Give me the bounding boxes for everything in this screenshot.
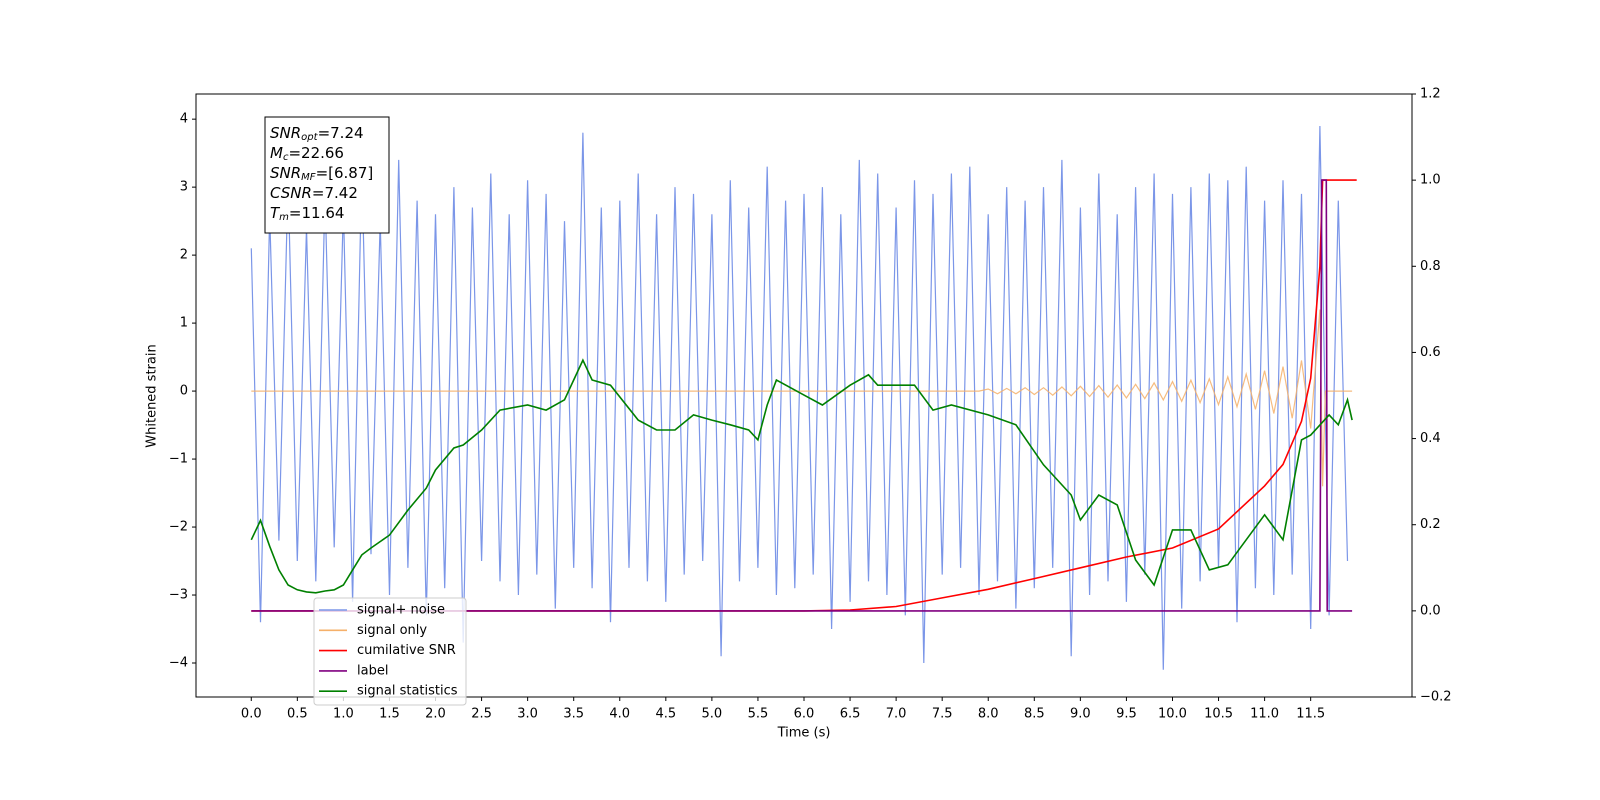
x-tick-label: 8.0: [978, 707, 999, 722]
x-tick-label: 10.0: [1158, 707, 1187, 722]
x-tick-label: 6.5: [840, 707, 861, 722]
x-tick-label: 2.0: [425, 707, 446, 722]
y2-tick-label: 0.6: [1420, 345, 1441, 360]
y2-tick-label: −0.2: [1420, 690, 1452, 705]
x-tick-label: 11.5: [1296, 707, 1325, 722]
legend-label: cumilative SNR: [357, 643, 456, 658]
legend-label: signal statistics: [357, 684, 458, 699]
x-tick-label: 4.0: [609, 707, 630, 722]
y2-tick-label: 0.8: [1420, 259, 1441, 274]
x-tick-label: 5.5: [748, 707, 769, 722]
y2-tick-label: 0.0: [1420, 603, 1441, 618]
x-tick-label: 5.0: [702, 707, 723, 722]
annotation-sub: c: [283, 152, 289, 163]
y-axis-label: Whitened strain: [145, 344, 160, 447]
x-tick-label: 7.5: [932, 707, 953, 722]
y-tick-label: 1: [180, 316, 188, 331]
annotation-line: SNRMF=[6.87]: [270, 164, 373, 184]
x-tick-label: 9.5: [1116, 707, 1137, 722]
x-tick-label: 8.5: [1024, 707, 1045, 722]
x-tick-label: 2.5: [471, 707, 492, 722]
y2-tick-label: 1.0: [1420, 173, 1441, 188]
y-tick-label: −3: [169, 588, 188, 603]
x-axis-label: Time (s): [777, 726, 831, 741]
y2-tick-label: 0.2: [1420, 517, 1441, 532]
annotation-base: CSNR: [270, 184, 312, 202]
x-tick-label: 1.0: [333, 707, 354, 722]
x-tick-label: 6.0: [794, 707, 815, 722]
y-tick-label: 3: [180, 180, 188, 195]
y2-tick-label: 1.2: [1420, 87, 1441, 102]
x-tick-label: 3.0: [517, 707, 538, 722]
x-tick-label: 0.5: [287, 707, 308, 722]
legend: signal+ noise signal only cumilative SNR la…: [313, 597, 467, 706]
x-tick-label: 7.0: [886, 707, 907, 722]
y2-tick-label: 0.4: [1420, 431, 1441, 446]
series-line: [251, 179, 1353, 612]
annotation-value: =7.24: [318, 124, 364, 142]
annotation-base: SNR: [270, 164, 301, 182]
y-tick-label: −2: [169, 520, 188, 535]
annotation-line: CSNR=7.42: [270, 184, 358, 202]
annotation-line: Mc=22.66: [270, 144, 344, 164]
legend-label: signal only: [357, 623, 427, 638]
annotation-frame: [264, 116, 390, 234]
annotation-value: =22.66: [288, 144, 344, 162]
series-line: [251, 309, 1353, 487]
annotation-value: =11.64: [289, 204, 345, 222]
annotation-box: SNRopt=7.24Mc=22.66SNRMF=[6.87]CSNR=7.42…: [264, 116, 390, 234]
x-tick-label: 3.5: [563, 707, 584, 722]
annotation-base: M: [270, 144, 283, 162]
x-tick-label: 1.5: [379, 707, 400, 722]
annotation-value: =[6.87]: [316, 164, 374, 182]
x-tick-label: 4.5: [655, 707, 676, 722]
annotation-line: Tm=11.64: [270, 204, 344, 224]
x-tick-label: 11.0: [1250, 707, 1279, 722]
x-tick-label: 10.5: [1204, 707, 1233, 722]
annotation-line: SNRopt=7.24: [270, 124, 364, 144]
y-tick-label: 2: [180, 248, 188, 263]
annotation-base: T: [270, 204, 281, 222]
series-line: [250, 358, 1353, 594]
annotation-base: SNR: [270, 124, 301, 142]
legend-label: label: [357, 663, 388, 678]
x-tick-label: 0.0: [241, 707, 262, 722]
annotation-sub: opt: [301, 132, 318, 143]
y-tick-label: 0: [180, 384, 188, 399]
legend-frame: [313, 597, 467, 706]
annotation-sub: m: [279, 212, 289, 223]
y-tick-label: 4: [180, 112, 188, 127]
y-tick-label: −1: [169, 452, 188, 467]
x-tick-label: 9.0: [1070, 707, 1091, 722]
series-line: [251, 179, 1357, 612]
annotation-value: =7.42: [312, 184, 358, 202]
legend-label: signal+ noise: [357, 603, 445, 618]
annotation-sub: MF: [301, 172, 316, 183]
y-tick-label: −4: [169, 656, 188, 671]
